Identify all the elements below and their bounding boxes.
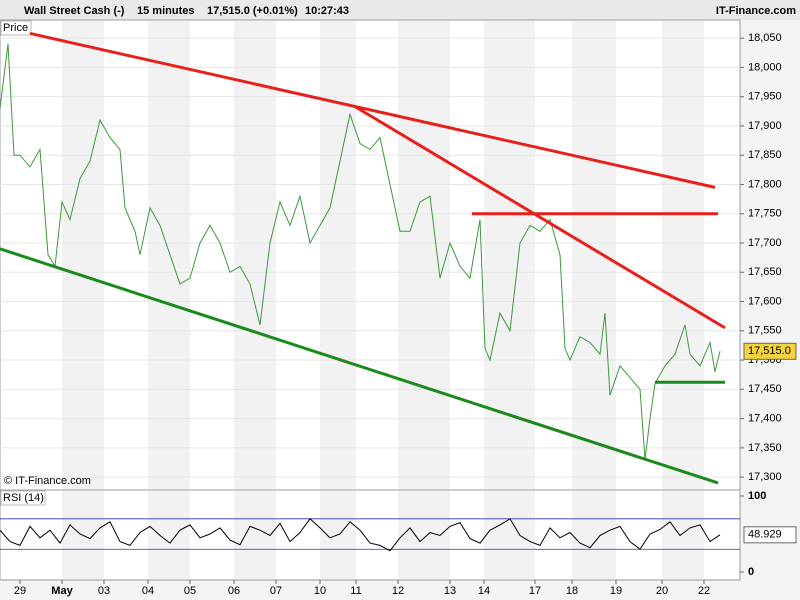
x-tick-label: 14 xyxy=(478,585,490,597)
y-tick-label: 17,850 xyxy=(748,149,782,161)
x-tick-label: 17 xyxy=(529,585,541,597)
panel-label: RSI (14) xyxy=(3,492,44,504)
y-tick-label: 0 xyxy=(748,566,754,578)
trend-line xyxy=(29,31,716,189)
day-band xyxy=(484,491,535,579)
last-value-box xyxy=(743,526,797,544)
x-tick-label: 04 xyxy=(142,585,154,597)
x-tick-label: 11 xyxy=(350,585,361,597)
y-tick-label: 17,450 xyxy=(748,383,782,395)
y-tick-label: 17,400 xyxy=(748,412,782,424)
x-tick-label: May xyxy=(51,585,73,597)
y-tick-label: 18,000 xyxy=(748,61,782,73)
copyright: © IT-Finance.com xyxy=(4,475,91,487)
y-tick-label: 17,950 xyxy=(748,91,782,103)
y-tick-label: 18,050 xyxy=(748,32,782,44)
x-tick-label: 06 xyxy=(228,585,240,597)
y-tick-label: 17,750 xyxy=(748,208,782,220)
y-tick-label: 17,300 xyxy=(748,471,782,483)
price-line xyxy=(0,43,721,460)
day-band xyxy=(148,21,190,489)
panel xyxy=(0,489,741,581)
x-tick-label: 12 xyxy=(392,585,404,597)
y-tick-label: 17,650 xyxy=(748,266,782,278)
y-tick-label: 17,550 xyxy=(748,325,782,337)
x-tick-label: 10 xyxy=(314,585,326,597)
trend-line xyxy=(354,105,726,330)
x-tick-label: 07 xyxy=(270,585,282,597)
day-band xyxy=(148,491,190,579)
last-value-label: 48.929 xyxy=(748,529,782,541)
panel-label-box xyxy=(0,20,32,36)
day-band xyxy=(398,21,450,489)
day-band xyxy=(572,491,616,579)
y-tick-label: 100 xyxy=(748,490,766,502)
y-tick-label: 17,900 xyxy=(748,120,782,132)
panel-label-box xyxy=(0,490,46,506)
x-tick-label: 22 xyxy=(698,585,710,597)
day-band xyxy=(662,491,704,579)
interval: 15 minutes xyxy=(137,5,194,17)
x-tick-label: 19 xyxy=(610,585,622,597)
price: 17,515.0 (+0.01%) xyxy=(207,5,298,17)
last-value-label: 17,515.0 xyxy=(748,345,791,357)
x-tick-label: 13 xyxy=(444,585,456,597)
trend-line xyxy=(0,247,719,485)
brand: IT-Finance.com xyxy=(716,5,796,17)
last-value-box xyxy=(743,342,797,360)
instrument: Wall Street Cash (-) xyxy=(24,5,125,17)
x-tick-label: 03 xyxy=(98,585,110,597)
x-tick-label: 20 xyxy=(656,585,668,597)
panel-label: Price xyxy=(3,22,28,34)
title-bar xyxy=(0,0,800,20)
x-tick-label: 05 xyxy=(184,585,196,597)
y-tick-label: 17,600 xyxy=(748,295,782,307)
time: 10:27:43 xyxy=(305,5,349,17)
x-tick-label: 18 xyxy=(566,585,578,597)
day-band xyxy=(662,21,704,489)
y-tick-label: 17,350 xyxy=(748,442,782,454)
day-band xyxy=(398,491,450,579)
price-line xyxy=(0,518,721,552)
x-tick-label: 29 xyxy=(14,585,26,597)
day-band xyxy=(62,21,104,489)
panel xyxy=(0,19,741,491)
y-tick-label: 17,800 xyxy=(748,178,782,190)
y-tick-label: 17,700 xyxy=(748,237,782,249)
day-band xyxy=(572,21,616,489)
